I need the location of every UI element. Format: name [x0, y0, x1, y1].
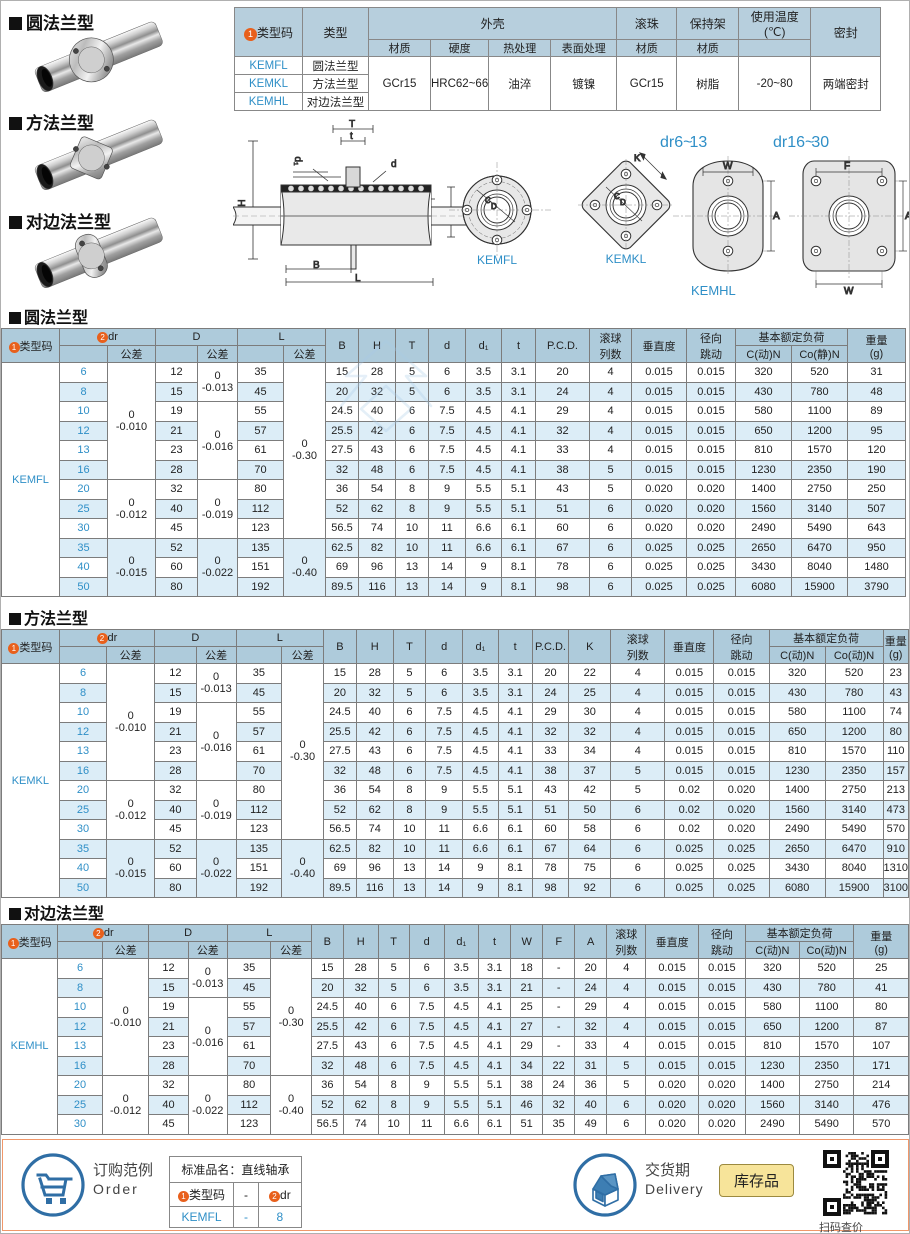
- svg-text:t: t: [350, 131, 353, 142]
- svg-text:KEMKL: KEMKL: [606, 252, 647, 266]
- svg-text:d₁: d₁: [292, 157, 303, 167]
- svg-text:A: A: [905, 211, 909, 222]
- svg-text:H: H: [237, 199, 248, 206]
- svg-text:D: D: [491, 202, 497, 211]
- svg-text:d: d: [391, 159, 397, 170]
- svg-text:B: B: [313, 260, 320, 271]
- svg-text:W: W: [844, 286, 854, 296]
- svg-text:F: F: [844, 161, 850, 172]
- svg-text:L: L: [355, 273, 361, 284]
- svg-text:K: K: [634, 153, 641, 164]
- svg-text:W: W: [723, 161, 733, 172]
- svg-text:D: D: [620, 198, 626, 207]
- svg-text:T: T: [349, 119, 355, 130]
- svg-text:KEMFL: KEMFL: [477, 253, 517, 267]
- svg-text:A: A: [773, 211, 780, 222]
